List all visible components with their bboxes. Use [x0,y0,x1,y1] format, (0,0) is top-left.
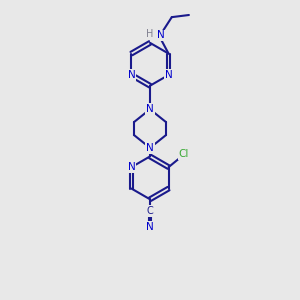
Text: C: C [147,206,153,216]
Text: N: N [128,162,135,172]
Text: N: N [157,30,165,40]
Text: H: H [146,29,153,39]
Text: N: N [146,104,154,114]
Text: N: N [146,143,154,153]
Text: N: N [165,70,172,80]
Text: N: N [128,70,135,80]
Text: Cl: Cl [178,149,189,159]
Text: N: N [146,222,154,232]
